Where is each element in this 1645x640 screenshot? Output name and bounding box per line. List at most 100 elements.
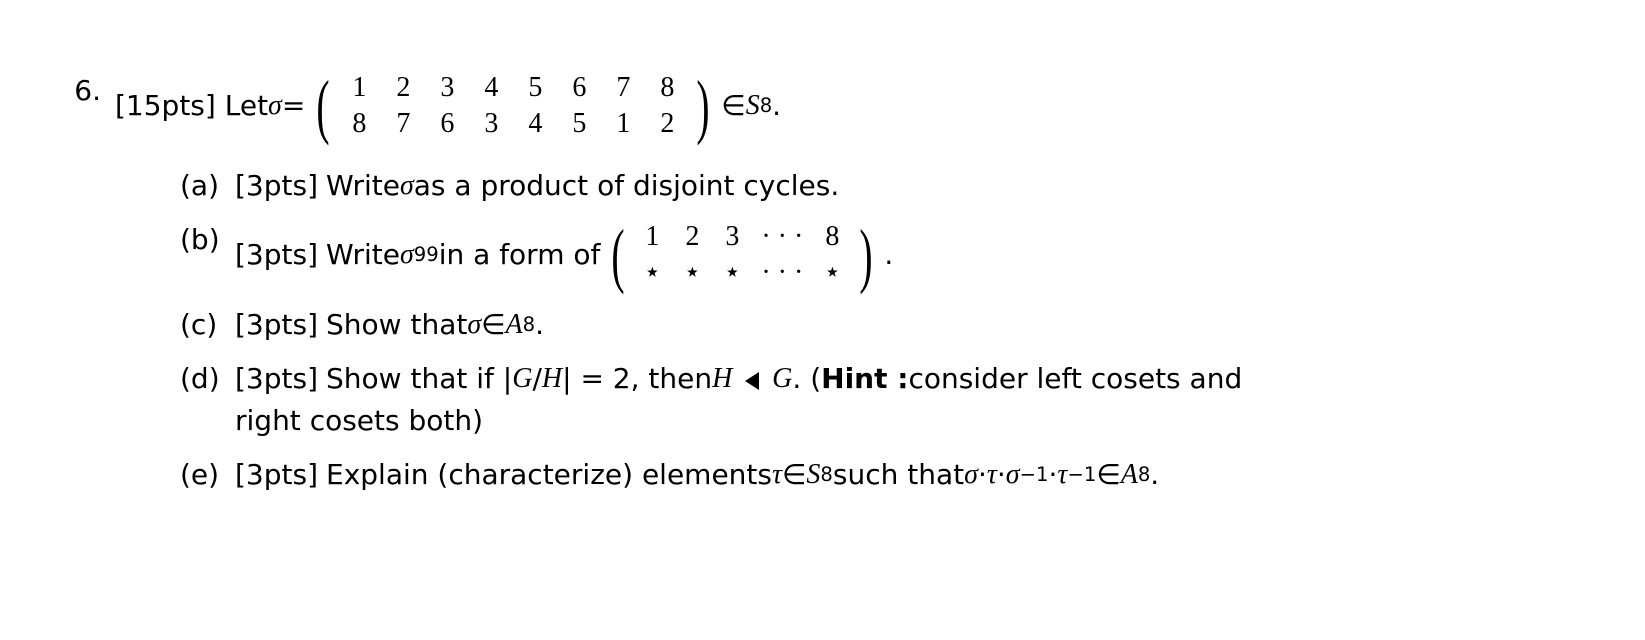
tau-symbol: τ [772,454,782,496]
element-of: ∈ [1096,454,1120,496]
text: Show that if | [326,358,512,400]
part-b: (b) [3pts] Write σ99 in a form of ( 1 2 … [180,219,1585,292]
matrix-row-1: 1 2 3 · · · 8 [632,219,852,255]
A-symbol: A [1121,454,1138,496]
part-points: [3pts] [235,454,318,496]
matrix-cell-star: ⋆ [812,255,852,291]
matrix-cell: 1 [337,70,381,106]
sigma-symbol: σ [268,85,282,127]
element-of: ∈ [782,454,806,496]
element-of: ∈ [721,85,745,127]
matrix-cell: 3 [712,219,752,255]
period: . [1150,454,1159,496]
part-c-body: [3pts] Show that σ ∈ A8. [235,304,1585,346]
part-label: (e) [180,454,235,496]
matrix-cell: 8 [645,70,689,106]
slash: / [532,358,541,400]
period: . [884,234,893,276]
part-e-body: [3pts] Explain (characterize) elements τ… [235,454,1585,496]
dot: · [1049,454,1058,496]
matrix-cell: 2 [645,106,689,142]
hint-label: Hint : [821,358,908,400]
period: . [772,85,781,127]
matrix-cell: 4 [469,70,513,106]
normal-subgroup-icon [732,358,772,400]
part-label: (a) [180,165,235,207]
matrix-body: 1 2 3 · · · 8 ⋆ ⋆ ⋆ · · · ⋆ [630,219,854,292]
part-a: (a) [3pts] Write σ as a product of disjo… [180,165,1585,207]
equals: = [282,85,305,127]
sigma-matrix: ( 1 2 3 4 5 6 7 8 8 7 6 3 4 [311,70,715,143]
part-label: (d) [180,358,235,400]
A-symbol: A [506,304,523,346]
dot: · [978,454,987,496]
part-d: (d) [3pts] Show that if | G / H | = 2, t… [180,358,1585,442]
part-points: [3pts] [235,304,318,346]
text: in a form of [439,234,601,276]
matrix-cell-star: ⋆ [712,255,752,291]
matrix-cell: 5 [513,70,557,106]
part-label: (c) [180,304,235,346]
part-e: (e) [3pts] Explain (characterize) elemen… [180,454,1585,496]
H-symbol: H [712,358,732,400]
period: . [535,304,544,346]
right-paren: ) [697,76,710,137]
left-paren: ( [317,76,330,137]
matrix-cell: 1 [632,219,672,255]
part-points: [3pts] [235,165,318,207]
problem-6: 6. [15pts] Let σ = ( 1 2 3 4 5 6 7 8 [60,70,1585,143]
matrix-cell-star: ⋆ [672,255,712,291]
part-points: [3pts] [235,234,318,276]
G-symbol: G [512,358,532,400]
text: Explain (characterize) elements [326,454,772,496]
matrix-cell: 8 [337,106,381,142]
matrix-cell: 7 [601,70,645,106]
hint-text: consider left cosets and [908,358,1242,400]
text: as a product of disjoint cycles. [414,165,840,207]
part-a-body: [3pts] Write σ as a product of disjoint … [235,165,1585,207]
matrix-cell: 7 [381,106,425,142]
part-c: (c) [3pts] Show that σ ∈ A8. [180,304,1585,346]
part-points: [3pts] [235,358,318,400]
matrix-cell-dots: · · · [752,255,812,291]
matrix-cell: 8 [812,219,852,255]
S-symbol: S [806,454,820,496]
matrix-cell: 1 [601,106,645,142]
sigma-symbol: σ [964,454,978,496]
text: Write [326,165,400,207]
matrix-cell: 2 [672,219,712,255]
matrix-row-1: 1 2 3 4 5 6 7 8 [337,70,689,106]
matrix-row-2: ⋆ ⋆ ⋆ · · · ⋆ [632,255,852,291]
tau-symbol: τ [1057,454,1067,496]
sigma-symbol: σ [467,304,481,346]
text: | = 2, then [562,358,712,400]
matrix-body: 1 2 3 4 5 6 7 8 8 7 6 3 4 5 1 2 [335,70,691,143]
matrix-cell: 6 [425,106,469,142]
dot: · [997,454,1006,496]
hint-line2: right cosets both) [235,400,1585,442]
tau-symbol: τ [987,454,997,496]
matrix-cell-star: ⋆ [632,255,672,291]
matrix-cell: 3 [425,70,469,106]
left-paren: ( [612,225,625,286]
part-label: (b) [180,219,235,261]
problem-intro: [15pts] Let σ = ( 1 2 3 4 5 6 7 8 8 [115,70,1585,143]
part-b-body: [3pts] Write σ99 in a form of ( 1 2 3 · … [235,219,1585,292]
element-of: ∈ [481,304,505,346]
text: such that [833,454,964,496]
matrix-cell: 4 [513,106,557,142]
matrix-cell: 3 [469,106,513,142]
sigma-symbol: σ [400,165,414,207]
matrix-cell: 6 [557,70,601,106]
text: Write [326,234,400,276]
group-S: S [746,85,760,127]
subparts: (a) [3pts] Write σ as a product of disjo… [60,165,1585,496]
problem-points: [15pts] [115,85,216,127]
H-symbol: H [542,358,562,400]
sigma-symbol: σ [400,234,414,276]
text: Show that [326,304,467,346]
problem-number: 6. [60,70,115,112]
matrix-cell-dots: · · · [752,219,812,255]
text: . ( [792,358,821,400]
matrix-row-2: 8 7 6 3 4 5 1 2 [337,106,689,142]
